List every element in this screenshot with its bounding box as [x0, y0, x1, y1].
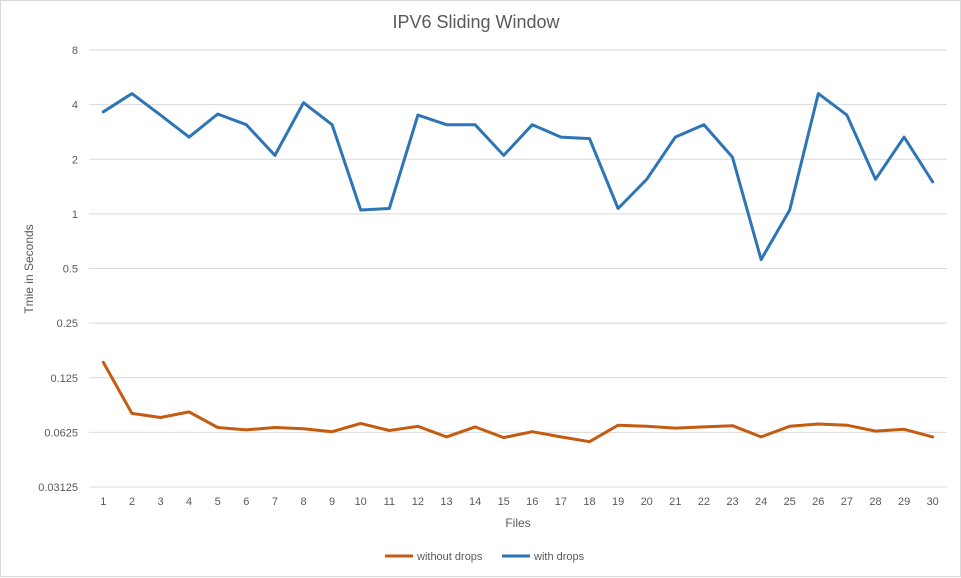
legend-label-without-drops: without drops — [416, 551, 483, 563]
y-tick-label: 0.125 — [50, 373, 78, 385]
chart-title: IPV6 Sliding Window — [392, 12, 560, 32]
x-tick-label: 19 — [612, 496, 624, 508]
gridlines — [89, 49, 947, 488]
x-tick-label: 17 — [555, 496, 567, 508]
legend-label-with-drops: with drops — [533, 551, 585, 563]
y-tick-label: 8 — [72, 45, 78, 57]
y-tick-label: 1 — [72, 209, 78, 221]
x-tick-label: 26 — [812, 496, 824, 508]
x-tick-label: 11 — [384, 496, 395, 508]
y-tick-label: 2 — [72, 154, 78, 166]
x-tick-label: 4 — [186, 496, 192, 508]
x-tick-label: 2 — [129, 496, 135, 508]
y-tick-label: 0.25 — [57, 318, 78, 330]
series-lines — [101, 92, 935, 444]
x-tick-label: 14 — [469, 496, 481, 508]
x-tick-label: 25 — [784, 496, 796, 508]
x-tick-label: 9 — [329, 496, 335, 508]
x-tick-label: 16 — [526, 496, 538, 508]
x-tick-label: 6 — [243, 496, 249, 508]
y-tick-label: 0.5 — [63, 264, 78, 276]
x-tick-label: 28 — [869, 496, 881, 508]
x-tick-label: 1 — [100, 496, 106, 508]
x-tick-label: 15 — [498, 496, 510, 508]
y-axis-title: Tmie in Seconds — [22, 224, 36, 313]
x-axis-title: Files — [505, 516, 530, 530]
y-tick-label: 0.03125 — [38, 482, 78, 494]
x-tick-label: 22 — [698, 496, 710, 508]
x-tick-label: 13 — [440, 496, 452, 508]
series-line-with-drops — [101, 92, 935, 262]
x-tick-label: 27 — [841, 496, 853, 508]
x-tick-label: 30 — [927, 496, 939, 508]
x-tick-label: 3 — [157, 496, 163, 508]
x-tick-label: 23 — [726, 496, 738, 508]
y-tick-labels: 8 4 2 1 0.5 0.25 0.125 0.0625 0.03125 — [38, 45, 78, 494]
x-tick-labels: 1 2 3 4 5 6 7 8 9 10 11 12 13 14 15 16 17 18 19 20 21 22 23 24 2… — [100, 496, 939, 508]
x-tick-label: 5 — [215, 496, 221, 508]
series-line-without-drops — [101, 360, 935, 444]
x-tick-label: 21 — [669, 496, 681, 508]
x-tick-label: 12 — [412, 496, 424, 508]
x-tick-label: 24 — [755, 496, 767, 508]
legend: without drops with drops — [385, 551, 585, 563]
y-tick-label: 4 — [72, 100, 78, 112]
y-tick-label: 0.0625 — [44, 427, 78, 439]
x-tick-label: 7 — [272, 496, 278, 508]
x-tick-label: 10 — [355, 496, 367, 508]
x-tick-label: 29 — [898, 496, 910, 508]
x-tick-label: 8 — [300, 496, 306, 508]
x-tick-label: 20 — [641, 496, 653, 508]
x-tick-label: 18 — [583, 496, 595, 508]
